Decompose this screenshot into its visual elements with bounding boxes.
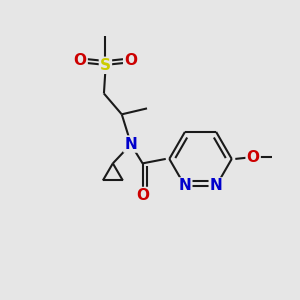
Text: N: N <box>210 178 223 194</box>
Text: N: N <box>178 178 191 194</box>
Text: N: N <box>124 136 137 152</box>
Text: O: O <box>124 53 137 68</box>
Text: O: O <box>74 53 87 68</box>
Text: S: S <box>100 58 111 73</box>
Text: O: O <box>247 150 260 165</box>
Text: O: O <box>136 188 149 203</box>
